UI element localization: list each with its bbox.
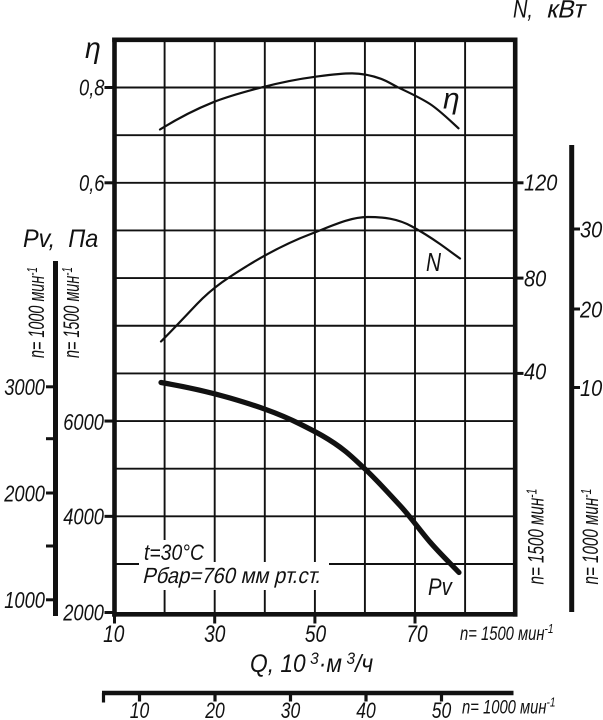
svg-text:0,6: 0,6	[79, 171, 105, 197]
svg-text:30: 30	[204, 620, 226, 648]
svg-text:t=30°C: t=30°C	[144, 541, 205, 565]
svg-text:30: 30	[580, 216, 602, 243]
svg-text:n= 1500 мин-1: n= 1500 мин-1	[460, 622, 554, 645]
svg-text:n= 1000 мин-1: n= 1000 мин-1	[462, 695, 556, 718]
svg-text:2000: 2000	[62, 601, 104, 627]
svg-text:n= 1000 мин-1: n= 1000 мин-1	[24, 267, 49, 358]
svg-text:N,: N,	[513, 0, 533, 23]
svg-text:20: 20	[579, 296, 602, 323]
svg-text:30: 30	[281, 699, 301, 720]
svg-text:n= 1500 мин-1: n= 1500 мин-1	[523, 489, 550, 585]
svg-text:120: 120	[524, 169, 557, 196]
svg-text:40: 40	[524, 358, 546, 385]
svg-text:1000: 1000	[4, 588, 45, 614]
svg-text:10: 10	[580, 374, 602, 401]
svg-text:кВт: кВт	[545, 0, 590, 23]
svg-text:Q, 10 3·м 3/ч: Q, 10 3·м 3/ч	[250, 649, 373, 678]
svg-text:70: 70	[406, 620, 428, 648]
svg-text:20: 20	[204, 699, 225, 720]
svg-text:0,8: 0,8	[79, 76, 105, 102]
svg-text:2000: 2000	[3, 481, 45, 507]
svg-text:10: 10	[130, 699, 150, 720]
svg-text:n= 1500 мин-1: n= 1500 мин-1	[59, 267, 84, 358]
svg-text:10: 10	[103, 620, 125, 648]
svg-text:50: 50	[432, 699, 452, 720]
svg-text:4000: 4000	[63, 504, 104, 530]
svg-text:6000: 6000	[63, 410, 104, 436]
svg-text:80: 80	[524, 265, 546, 292]
svg-text:3000: 3000	[4, 375, 45, 401]
svg-text:η: η	[85, 32, 101, 65]
svg-text:50: 50	[305, 620, 327, 648]
svg-text:40: 40	[356, 699, 376, 720]
svg-text:Pv, Па: Pv, Па	[23, 225, 98, 253]
svg-text:Pv: Pv	[428, 573, 454, 600]
svg-text:η: η	[443, 83, 460, 116]
svg-text:N: N	[426, 248, 441, 277]
svg-text:n= 1000 мин-1: n= 1000 мин-1	[577, 489, 603, 585]
svg-text:Рбар=760 мм рт.ст.: Рбар=760 мм рт.ст.	[141, 564, 325, 589]
